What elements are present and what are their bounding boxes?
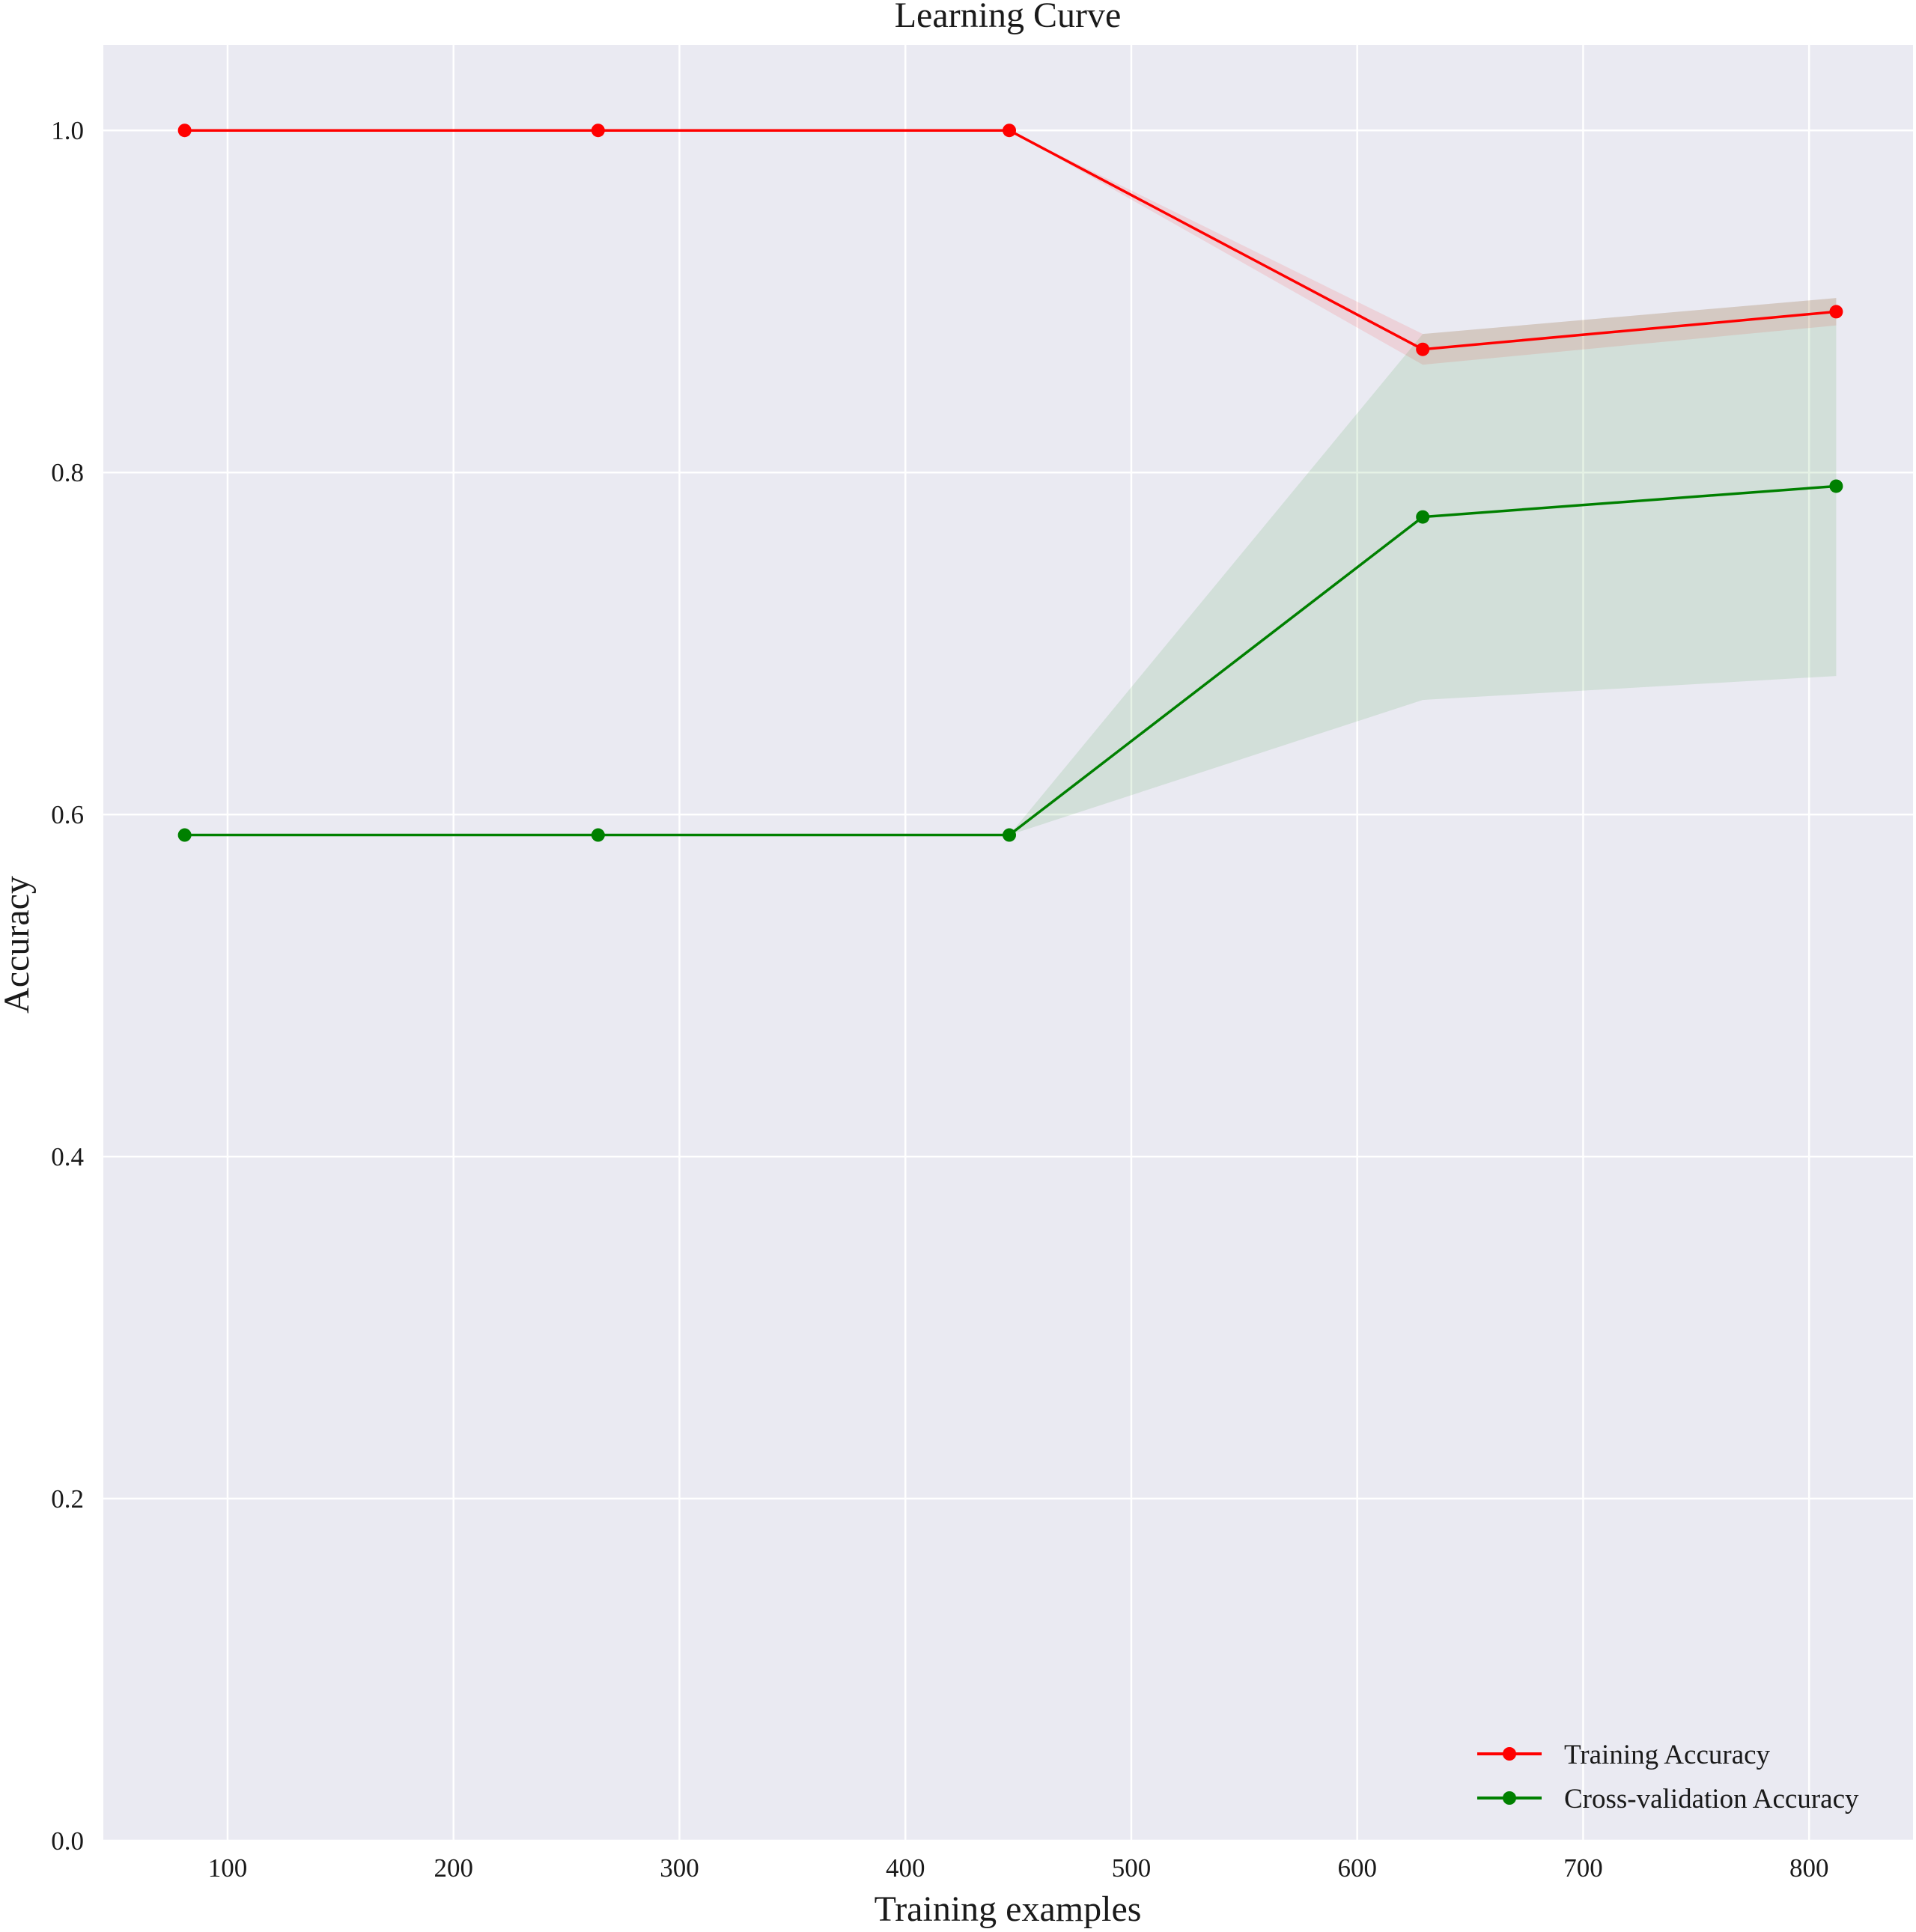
- confidence-bands: [184, 130, 1837, 835]
- legend-marker-training: [1503, 1747, 1516, 1761]
- data-point-0: [1003, 124, 1017, 138]
- legend-marker-cv: [1503, 1791, 1516, 1805]
- y-tick-label: 0.4: [51, 1142, 84, 1171]
- data-point-1: [591, 828, 605, 842]
- legend: Training Accuracy Cross-validation Accur…: [1477, 1740, 1859, 1814]
- y-tick-label: 0.8: [51, 458, 84, 487]
- x-tick-label: 200: [434, 1853, 473, 1883]
- legend-label-training: Training Accuracy: [1564, 1740, 1771, 1770]
- x-tick-label: 600: [1337, 1853, 1377, 1883]
- data-point-0: [591, 124, 605, 138]
- y-axis-label: Accuracy: [0, 876, 37, 1014]
- data-point-0: [1416, 342, 1430, 356]
- data-point-0: [1829, 305, 1843, 319]
- data-point-0: [177, 124, 192, 138]
- x-tick-label: 700: [1563, 1853, 1603, 1883]
- series-points: [177, 124, 1843, 842]
- data-point-1: [1416, 510, 1430, 524]
- x-tick-label: 100: [208, 1853, 248, 1883]
- plot-area: [103, 45, 1913, 1841]
- legend-label-cv: Cross-validation Accuracy: [1564, 1784, 1859, 1814]
- y-tick-label: 1.0: [51, 116, 84, 145]
- tick-labels: 100 200 300 400 500 600 700 800 0.0 0.2 0.4 0.6 0.8 1…: [51, 116, 1828, 1883]
- y-tick-label: 0.6: [51, 800, 84, 829]
- chart-title: Learning Curve: [895, 0, 1122, 35]
- y-tick-label: 0.2: [51, 1484, 84, 1514]
- x-tick-label: 400: [886, 1853, 925, 1883]
- x-tick-label: 800: [1789, 1853, 1829, 1883]
- x-tick-label: 300: [660, 1853, 699, 1883]
- data-point-1: [1003, 828, 1017, 842]
- x-axis-label: Training examples: [875, 1889, 1142, 1929]
- confidence-band-1: [184, 298, 1837, 835]
- y-tick-label: 0.0: [51, 1826, 84, 1856]
- x-tick-label: 500: [1112, 1853, 1152, 1883]
- data-point-1: [177, 828, 192, 842]
- data-point-1: [1829, 479, 1843, 493]
